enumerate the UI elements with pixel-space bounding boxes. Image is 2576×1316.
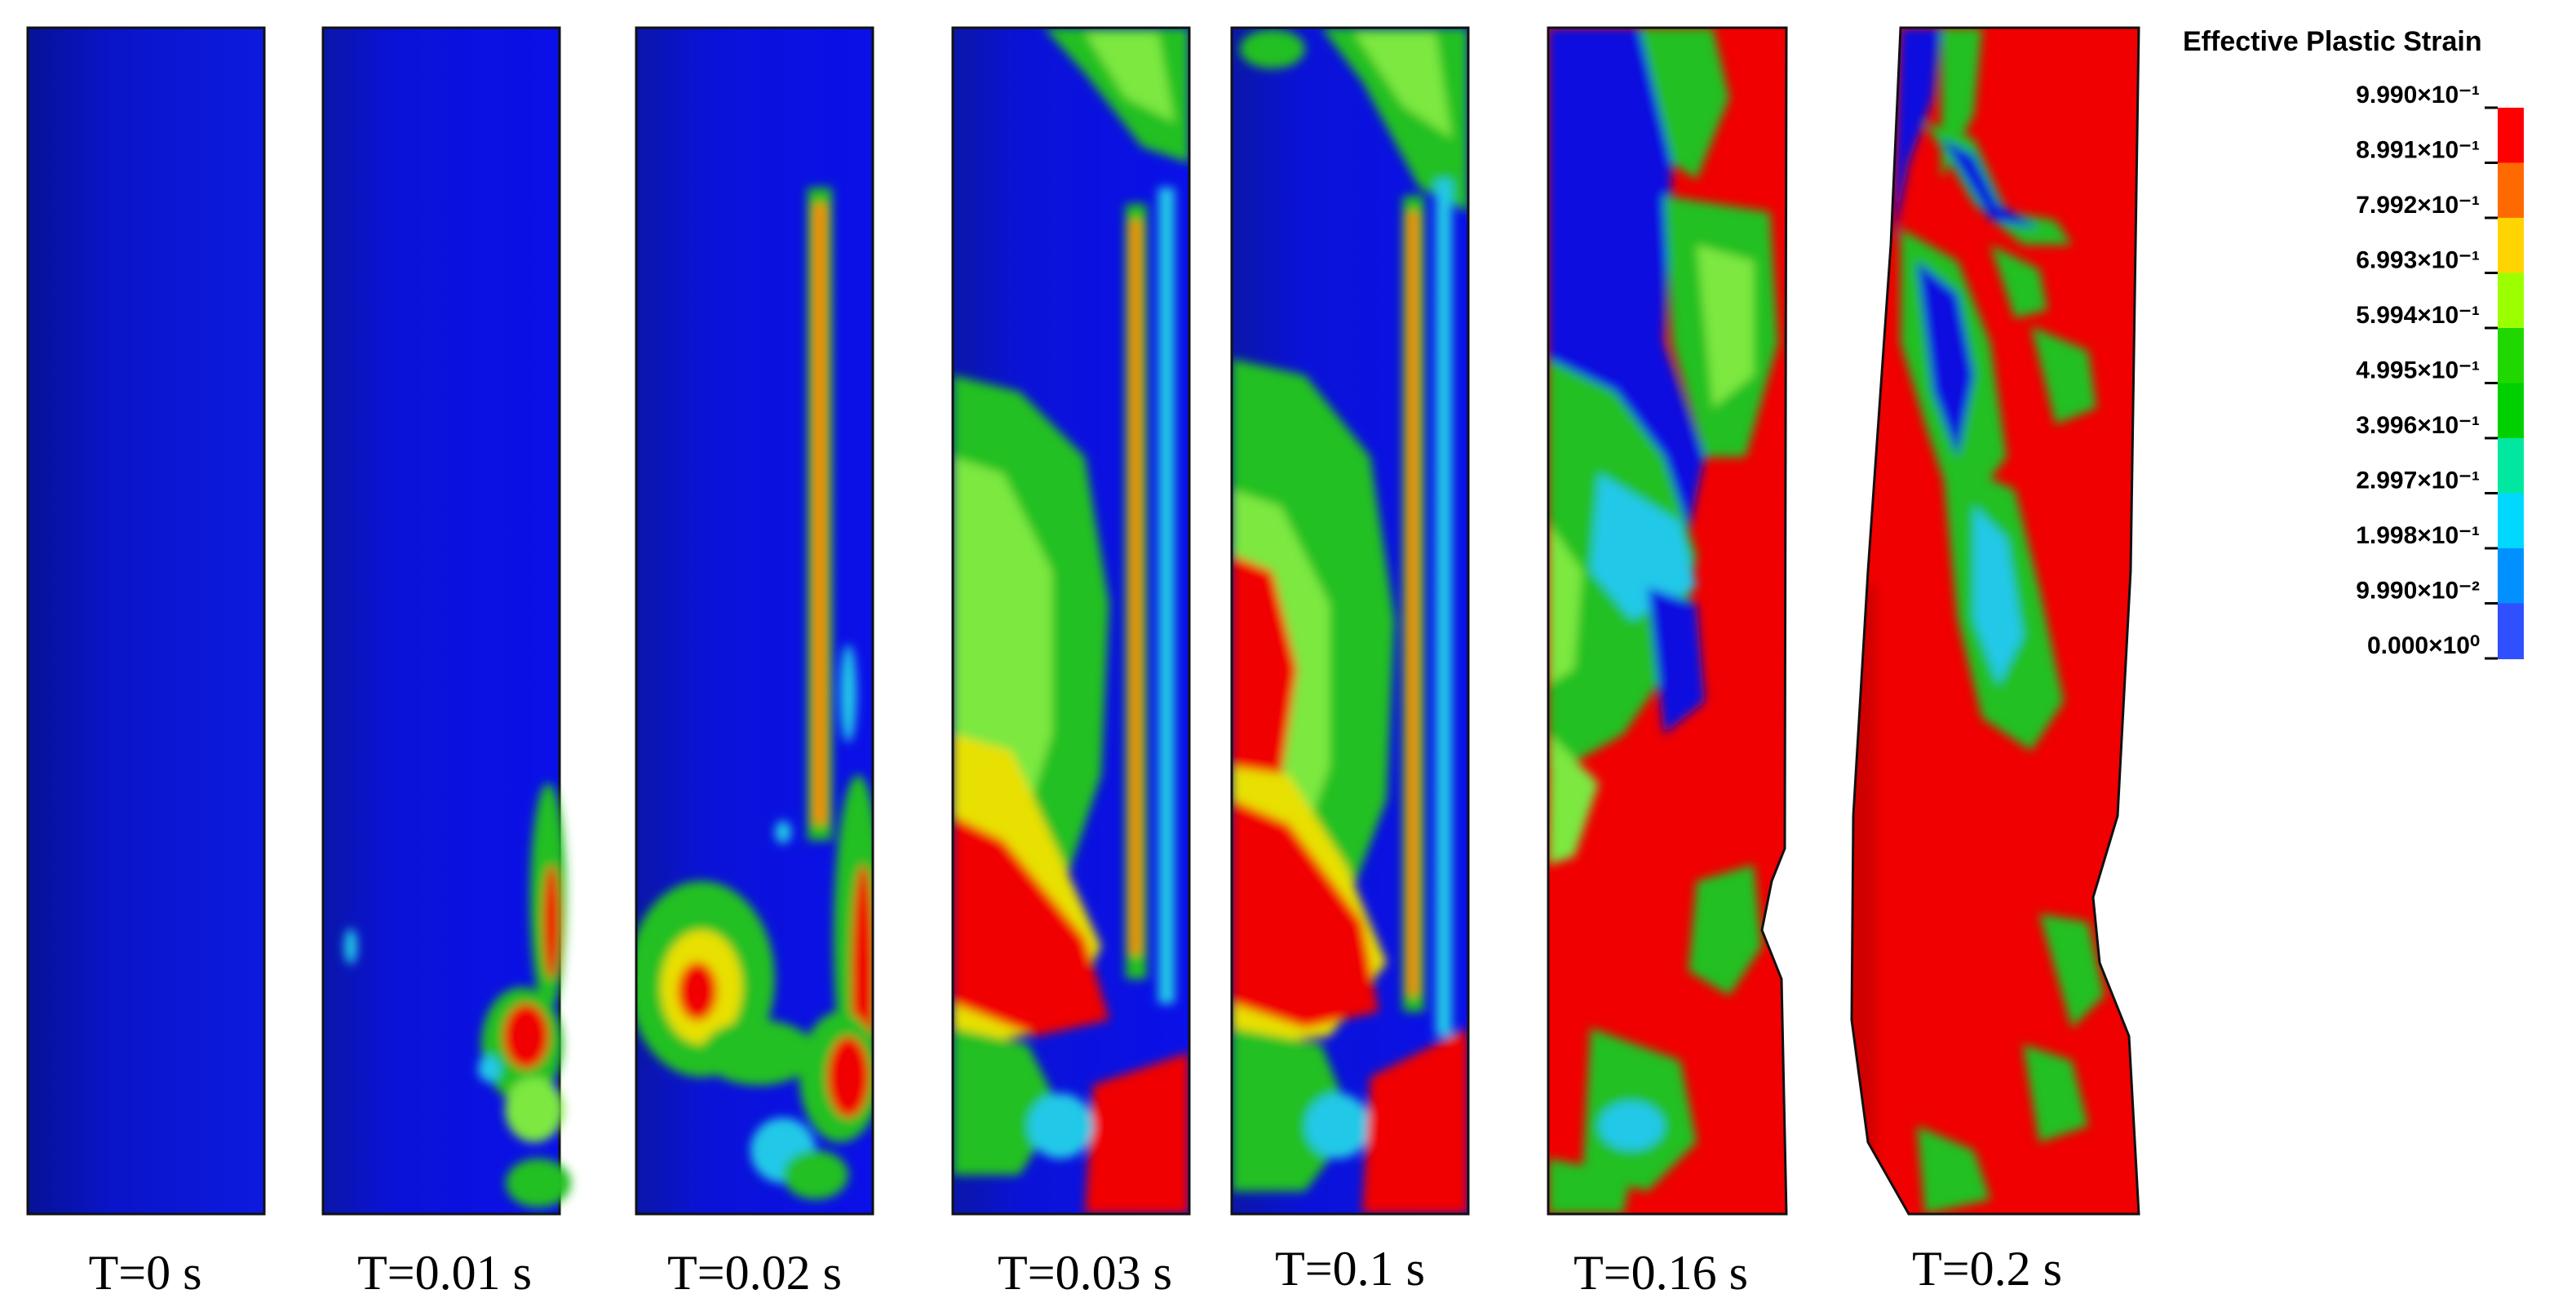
panel-label-t002: T=0.02 s xyxy=(667,1246,842,1300)
legend-title: Effective Plastic Strain xyxy=(2183,26,2482,57)
legend-swatch xyxy=(2498,383,2524,439)
legend-swatch xyxy=(2498,162,2524,219)
legend-tick-label: 8.991×10⁻¹ xyxy=(2356,137,2480,164)
panel-t003 xyxy=(951,26,1191,1216)
legend-swatch xyxy=(2498,108,2524,164)
legend-swatch xyxy=(2498,493,2524,549)
panel-t0 xyxy=(26,26,266,1216)
panel-t01 xyxy=(1230,26,1470,1216)
panel-label-t003: T=0.03 s xyxy=(998,1246,1172,1300)
panel-label-t01: T=0.1 s xyxy=(1275,1242,1425,1296)
legend-colorbar xyxy=(2498,108,2524,659)
legend-tick-label: 1.998×10⁻¹ xyxy=(2356,522,2480,549)
legend: Effective Plastic Strain 9.990×10⁻¹ 8.991… xyxy=(2183,26,2524,660)
legend-ticks: 9.990×10⁻¹ 8.991×10⁻¹ 7.992×10⁻¹ 6.993×10⁻¹… xyxy=(2356,82,2498,660)
legend-tick-label: 6.993×10⁻¹ xyxy=(2356,247,2480,274)
panel-label-t016: T=0.16 s xyxy=(1573,1246,1748,1300)
legend-tick-label: 9.990×10⁻¹ xyxy=(2356,82,2480,109)
legend-tick-label: 5.994×10⁻¹ xyxy=(2356,302,2480,329)
legend-swatch xyxy=(2498,273,2524,329)
legend-tick-label: 0.000×10⁰ xyxy=(2367,632,2480,659)
panel-label-t02: T=0.2 s xyxy=(1912,1242,2062,1296)
panel-label-t0: T=0 s xyxy=(89,1246,202,1300)
panel-t016 xyxy=(1547,26,1788,1216)
legend-swatch xyxy=(2498,548,2524,605)
panel-t001 xyxy=(321,26,571,1216)
legend-swatch xyxy=(2498,603,2524,659)
legend-swatch xyxy=(2498,328,2524,384)
legend-tick-label: 7.992×10⁻¹ xyxy=(2356,192,2480,219)
panel-t02 xyxy=(1850,26,2140,1216)
legend-tick-label: 2.997×10⁻¹ xyxy=(2356,467,2480,494)
legend-swatch xyxy=(2498,438,2524,494)
legend-tick-label: 3.996×10⁻¹ xyxy=(2356,412,2480,439)
panel-t002 xyxy=(635,26,874,1216)
panel-label-t001: T=0.01 s xyxy=(357,1246,532,1300)
legend-tick-label: 4.995×10⁻¹ xyxy=(2356,357,2480,384)
legend-swatch xyxy=(2498,218,2524,274)
legend-tick-label: 9.990×10⁻² xyxy=(2356,578,2480,605)
